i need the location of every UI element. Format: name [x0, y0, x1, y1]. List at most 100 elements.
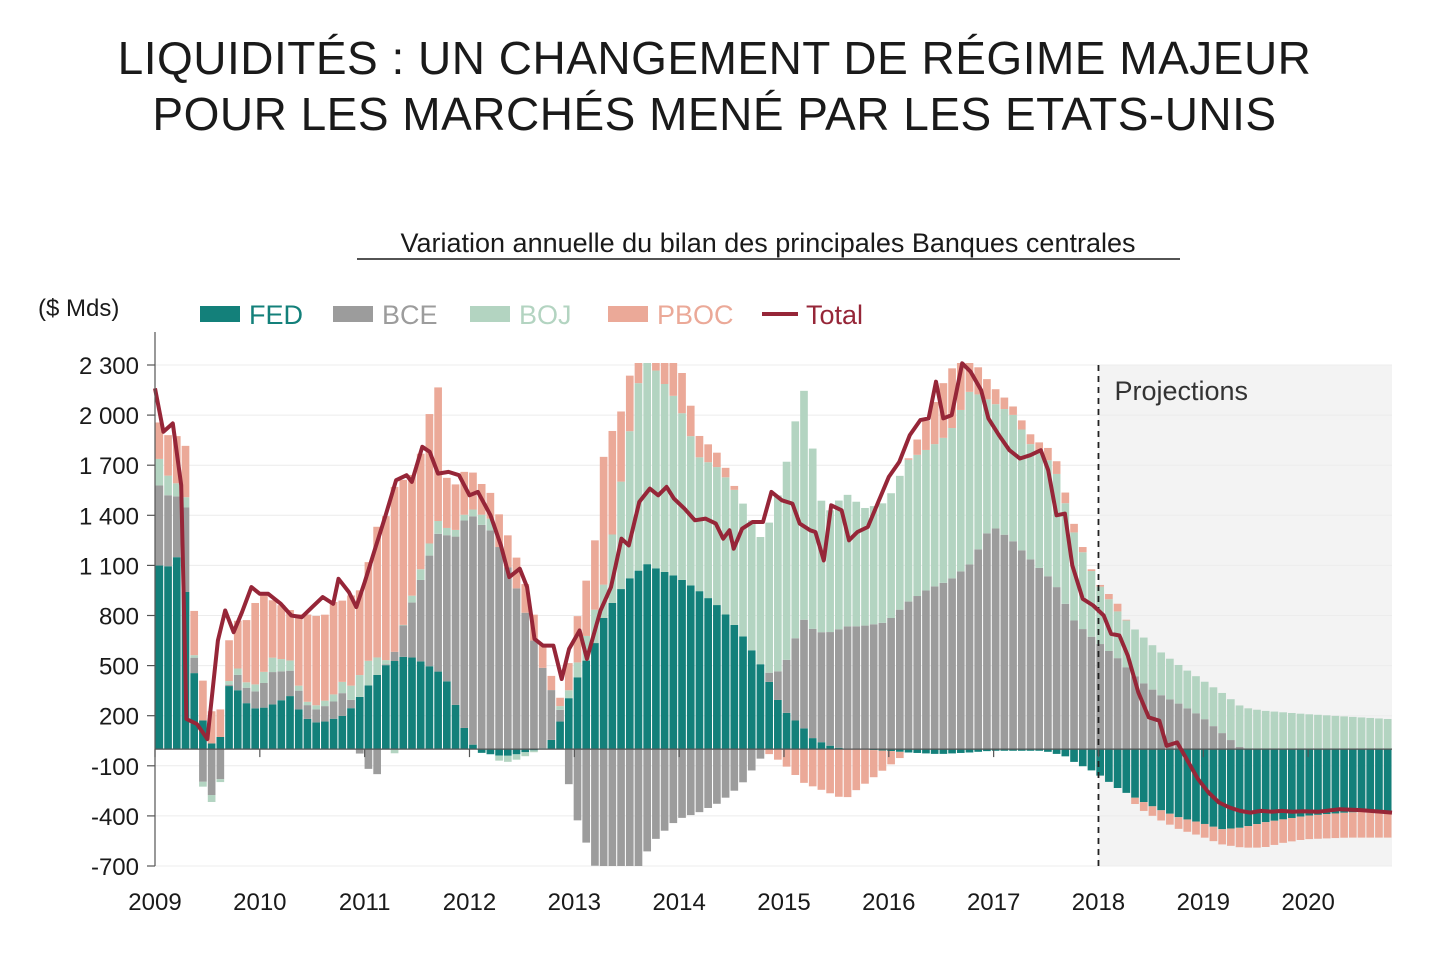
bar-boj — [686, 436, 695, 586]
bar-fed — [765, 681, 773, 750]
bar-pboc — [1166, 813, 1174, 825]
bar-fed — [800, 728, 808, 750]
bar-pboc — [1174, 817, 1183, 829]
bar-bce — [503, 567, 512, 750]
bar-fed — [190, 673, 199, 750]
bar-bce — [434, 533, 442, 672]
bar-bce — [869, 624, 878, 750]
legend-item-total: Total — [762, 300, 863, 330]
bar-bce — [739, 749, 747, 783]
bar-boj — [1227, 699, 1235, 741]
bar-fed — [1261, 749, 1270, 823]
bar-fed — [835, 747, 843, 750]
legend-item-boj: BOJ — [470, 300, 572, 330]
y-tick-label: -700 — [91, 854, 139, 881]
bar-boj — [347, 685, 355, 700]
bar-pboc — [408, 474, 416, 596]
bar-fed — [1296, 749, 1305, 817]
legend-item-pboc: PBOC — [608, 300, 734, 330]
bar-boj — [1122, 620, 1131, 668]
bar-boj — [390, 749, 399, 754]
bar-pboc — [207, 711, 216, 744]
bar-boj — [373, 657, 381, 675]
bar-boj — [652, 370, 660, 569]
bar-fed — [591, 643, 599, 750]
bar-bce — [425, 555, 434, 667]
bar-pboc — [460, 471, 469, 515]
bar-bce — [800, 619, 808, 729]
bar-fed — [1244, 749, 1253, 827]
bar-boj — [382, 660, 390, 665]
bar-bce — [1227, 740, 1235, 750]
bar-boj — [338, 681, 347, 694]
bar-bce — [442, 535, 451, 682]
bar-bce — [791, 638, 800, 721]
bar-boj — [1148, 645, 1157, 690]
bar-fed — [547, 739, 556, 750]
bar-bce — [678, 749, 686, 818]
bar-boj — [895, 475, 904, 610]
bar-fed — [382, 665, 390, 750]
bar-boj — [782, 461, 791, 660]
bar-boj — [251, 684, 260, 692]
bar-bce — [538, 667, 547, 749]
bar-bce — [521, 612, 530, 750]
bar-pboc — [713, 452, 721, 468]
bar-bce — [730, 749, 739, 791]
bar-boj — [1061, 503, 1070, 604]
bar-fed — [721, 614, 730, 750]
bar-boj — [765, 522, 773, 673]
bar-bce — [913, 596, 922, 750]
bar-bce — [1139, 683, 1148, 750]
bar-pboc — [913, 439, 922, 455]
bar-fed — [965, 749, 974, 753]
x-tick-label: 2014 — [652, 889, 705, 916]
bar-pboc — [486, 492, 495, 519]
bar-bce — [564, 749, 573, 785]
bar-pboc — [1383, 810, 1392, 838]
bar-bce — [294, 690, 303, 710]
bar-fed — [1183, 749, 1192, 820]
bar-pboc — [1227, 828, 1235, 846]
bar-fed — [1070, 749, 1078, 762]
bar-fed — [582, 660, 591, 750]
bar-fed — [1078, 749, 1087, 767]
bar-pboc — [878, 750, 887, 771]
bar-boj — [556, 706, 564, 710]
bar-fed — [1322, 749, 1331, 815]
bar-boj — [1017, 429, 1026, 551]
bar-fed — [1026, 749, 1035, 751]
bar-boj — [808, 448, 817, 629]
bar-fed — [1218, 749, 1226, 830]
bar-boj — [721, 477, 730, 615]
bar-pboc — [1375, 811, 1383, 838]
bar-pboc — [303, 614, 312, 702]
bar-bce — [1000, 534, 1009, 750]
bar-bce — [364, 749, 373, 769]
bar-pboc — [826, 749, 834, 794]
bar-pboc — [835, 749, 843, 797]
bar-pboc — [730, 485, 739, 490]
bar-pboc — [1366, 811, 1375, 838]
bar-pboc — [1331, 813, 1340, 839]
bar-fed — [878, 749, 887, 751]
bar-pboc — [181, 445, 190, 498]
bar-fed — [477, 749, 486, 753]
bar-fed — [164, 566, 172, 750]
bar-boj — [835, 500, 843, 630]
bar-fed — [922, 749, 930, 754]
bar-boj — [1383, 718, 1392, 750]
bar-pboc — [199, 680, 207, 721]
bar-bce — [1235, 747, 1244, 750]
bar-pboc — [669, 363, 678, 396]
bar-pboc — [1009, 406, 1017, 415]
bar-bce — [965, 564, 974, 750]
bar-fed — [251, 708, 260, 750]
bar-pboc — [347, 595, 355, 686]
bar-boj — [408, 595, 416, 603]
bar-boj — [321, 700, 329, 707]
bar-pboc — [451, 484, 460, 530]
bar-pboc — [721, 467, 730, 478]
bars — [155, 363, 1392, 866]
